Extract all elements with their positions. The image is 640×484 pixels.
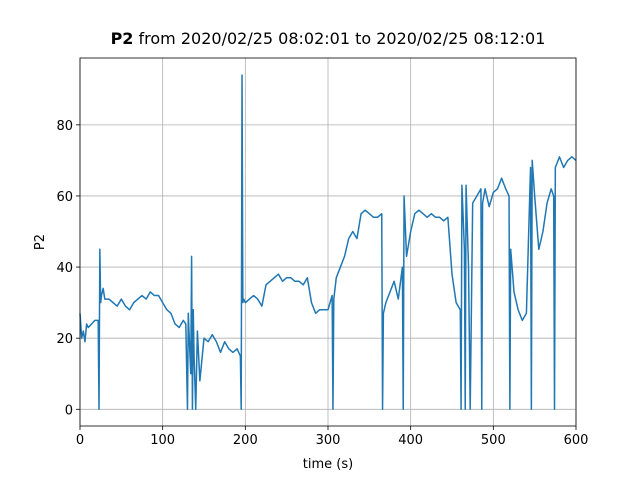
y-tick-label: 40: [56, 261, 73, 276]
x-tick-label: 0: [76, 433, 84, 448]
x-axis-label: time (s): [303, 457, 353, 472]
y-tick-label: 0: [65, 403, 73, 418]
plot: [79, 74, 577, 411]
x-tick-label: 500: [481, 433, 506, 448]
x-tick-label: 100: [150, 433, 175, 448]
chart-title: P2 from 2020/02/25 08:02:01 to 2020/02/2…: [111, 29, 546, 48]
title-text: from 2020/02/25 08:02:01 to 2020/02/25 0…: [139, 29, 546, 48]
y-tick-label: 60: [56, 190, 73, 205]
x-tick-label: 300: [316, 433, 341, 448]
ticks: 0 100 200 300 400 500 600 0 20 40 60 80: [56, 119, 588, 448]
y-tick-label: 20: [56, 332, 73, 347]
title-name: P2: [111, 29, 134, 48]
x-tick-label: 400: [398, 433, 423, 448]
grid: [79, 58, 577, 426]
y-tick-label: 80: [56, 119, 73, 134]
data-line: [79, 74, 577, 411]
x-tick-label: 600: [564, 433, 589, 448]
y-axis-label: P2: [33, 234, 48, 250]
x-tick-label: 200: [233, 433, 258, 448]
